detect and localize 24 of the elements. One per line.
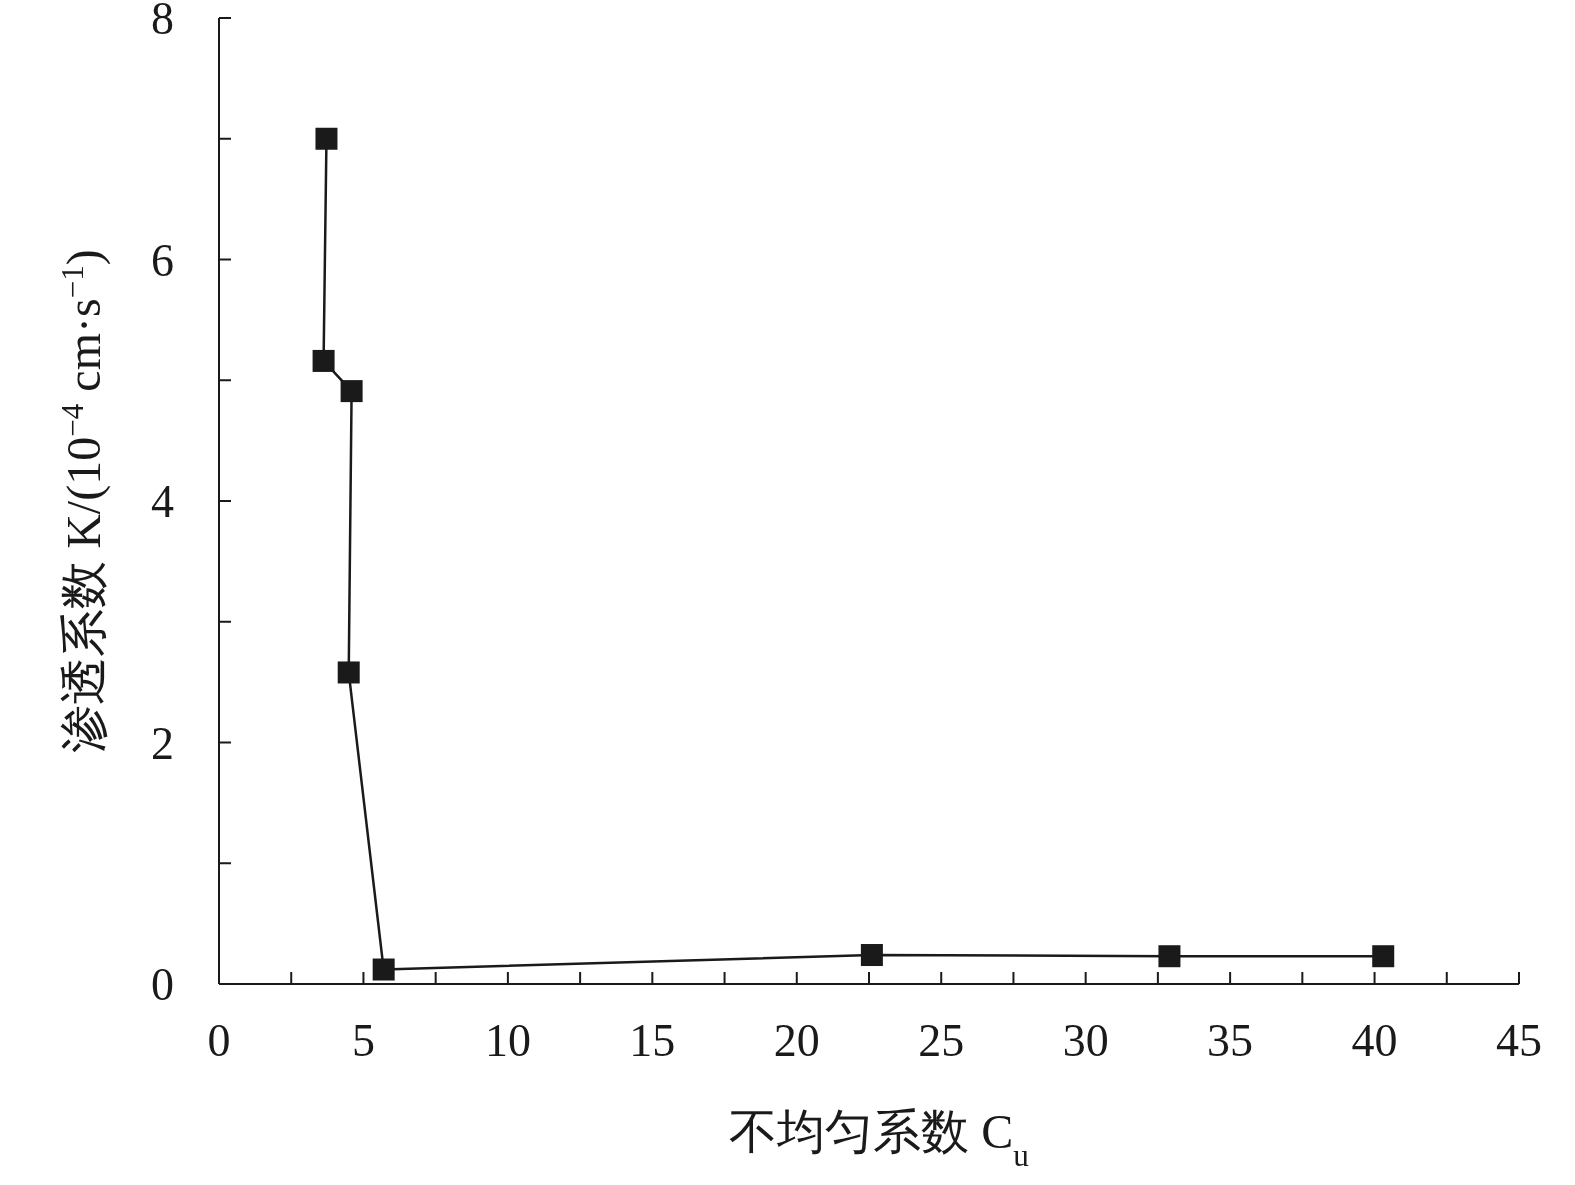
point: [1372, 945, 1395, 968]
x-tick-label: 30: [1062, 1015, 1109, 1066]
point: [315, 127, 338, 150]
x-tick-label: 35: [1207, 1015, 1254, 1066]
y-tick-label: 2: [151, 717, 174, 769]
x-tick-label: 20: [773, 1015, 820, 1066]
point: [312, 349, 335, 372]
x-tick-label: 15: [629, 1015, 676, 1066]
point: [372, 958, 395, 981]
x-tick-label: 5: [351, 1015, 375, 1066]
point: [1158, 945, 1181, 968]
point: [337, 661, 360, 684]
x-axis-title: 不均匀系数 C$_{u}$: [729, 1105, 1030, 1173]
y-tick-label: 0: [151, 959, 174, 1010]
x-tick-label: 40: [1351, 1015, 1398, 1066]
x-tick-label: 10: [484, 1015, 531, 1066]
y-tick-label: 6: [151, 234, 174, 286]
point: [340, 380, 363, 403]
y-tick-label: 4: [151, 476, 174, 527]
x-tick-label: 45: [1496, 1015, 1542, 1066]
x-tick-label: 25: [918, 1015, 965, 1066]
point: [860, 944, 883, 967]
x-tick-label: 0: [207, 1015, 231, 1066]
y-tick-label: 8: [151, 0, 174, 44]
